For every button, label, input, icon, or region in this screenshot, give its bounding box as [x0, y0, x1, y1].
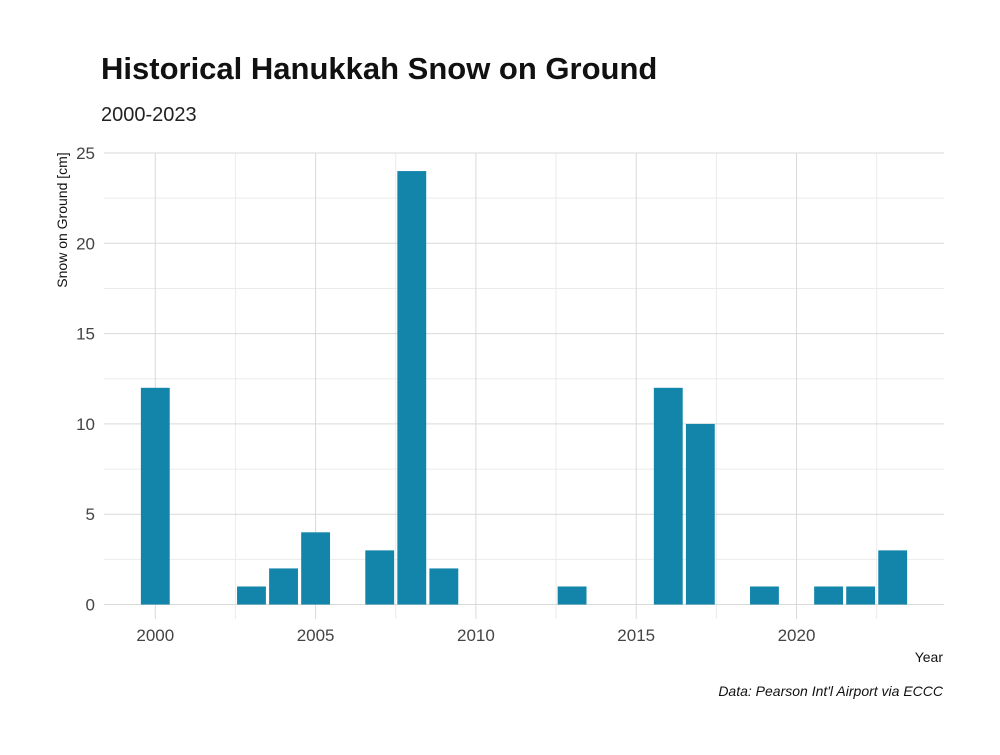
- bar-2022: [846, 586, 876, 605]
- bar-2007: [365, 550, 395, 605]
- y-axis-label: Snow on Ground [cm]: [54, 152, 70, 287]
- chart-title: Historical Hanukkah Snow on Ground: [101, 51, 657, 86]
- x-tick-label: 2000: [136, 626, 174, 645]
- grid-lines: [104, 152, 944, 619]
- chart-caption: Data: Pearson Int'l Airport via ECCC: [718, 683, 944, 699]
- y-tick-label: 20: [76, 234, 95, 253]
- bar-2004: [269, 568, 298, 605]
- bar-2000: [140, 387, 170, 605]
- x-axis-label: Year: [915, 649, 944, 665]
- chart-subtitle: 2000-2023: [101, 104, 197, 126]
- y-tick-label: 0: [86, 596, 95, 615]
- bar-2009: [429, 568, 459, 605]
- y-tick-label: 25: [76, 144, 95, 163]
- bar-2016: [653, 387, 683, 605]
- y-tick-label: 5: [86, 505, 95, 524]
- bars: [140, 171, 908, 605]
- axis-ticks: 2000 2005 2010 2015 2020 0 5 10 15 20 25: [76, 144, 815, 645]
- bar-2017: [685, 423, 715, 605]
- x-tick-label: 2015: [617, 626, 655, 645]
- x-tick-label: 2005: [297, 626, 335, 645]
- bar-2023: [878, 550, 908, 605]
- x-tick-label: 2010: [457, 626, 495, 645]
- y-tick-label: 10: [76, 415, 95, 434]
- bar-2021: [814, 586, 844, 605]
- bar-2013: [557, 586, 587, 605]
- x-tick-label: 2020: [778, 626, 816, 645]
- y-tick-label: 15: [76, 325, 95, 344]
- bar-2008: [397, 171, 427, 605]
- bar-2019: [750, 586, 779, 605]
- bar-2005: [301, 532, 331, 605]
- bar-2003: [237, 586, 266, 605]
